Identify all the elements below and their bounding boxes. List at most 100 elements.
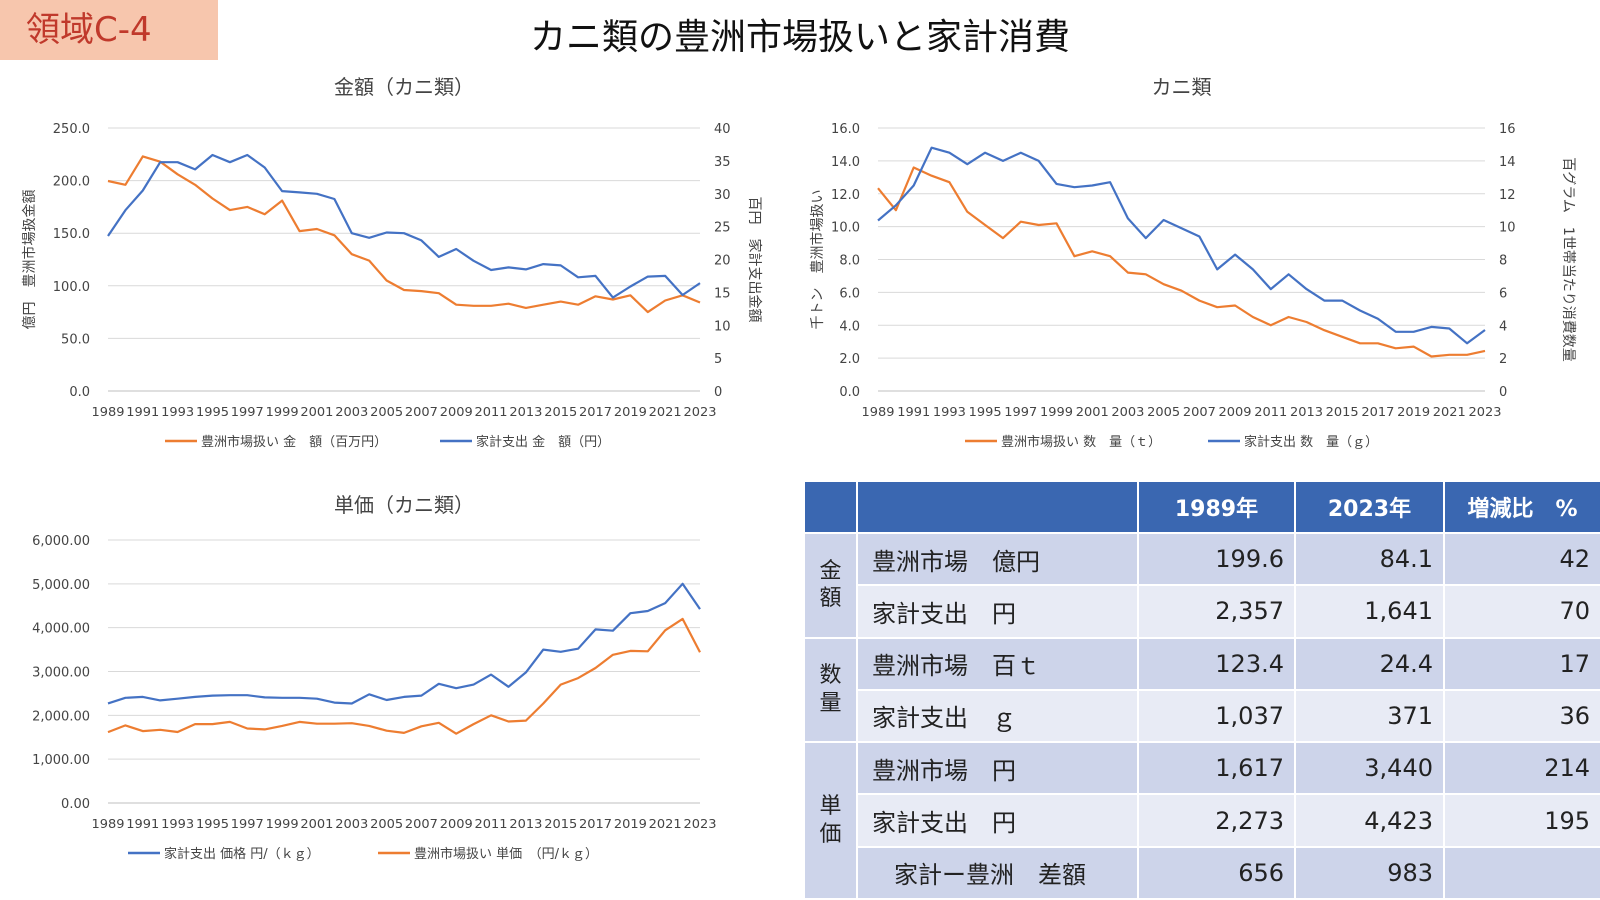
legend-label: 豊洲市場扱い 数 量（ｔ） xyxy=(1001,434,1161,450)
cell-1989: 656 xyxy=(1137,845,1296,900)
x-tick-label: 2005 xyxy=(370,816,403,831)
y-tick-label: 0.0 xyxy=(839,385,860,400)
x-tick-label: 2023 xyxy=(684,404,717,419)
y-tick-label: 14.0 xyxy=(831,155,860,170)
y-tick-label: 5,000.00 xyxy=(32,578,90,593)
table-row: 家計支出 ｇ 1,037 371 36 xyxy=(804,688,1600,744)
chart-quantity: カニ類 0.0 2.0 4.0 6.0 8.0 10.0 12.0 14.0 16.0 0 2 4 6 8 1… xyxy=(809,75,1576,450)
x-tick-label: 2023 xyxy=(684,816,717,831)
row-label: 家計支出 円 xyxy=(856,584,1139,639)
x-tick-label: 1991 xyxy=(126,404,159,419)
cell-1989: 1,037 xyxy=(1137,688,1296,744)
cell-1989: 2,273 xyxy=(1137,793,1296,848)
cell-ratio xyxy=(1443,845,1600,900)
y-tick-label: 200.0 xyxy=(53,175,90,190)
cell-2023: 371 xyxy=(1294,688,1445,744)
row-label: 豊洲市場 円 xyxy=(856,741,1139,796)
y-tick-label: 6.0 xyxy=(839,286,860,301)
x-tick-label: 2015 xyxy=(544,816,577,831)
y2-tick-label: 6 xyxy=(1499,286,1507,301)
cell-2023: 983 xyxy=(1294,845,1445,900)
x-tick-label: 1989 xyxy=(92,816,125,831)
chart-title: 単価（カニ類） xyxy=(334,493,474,517)
series-line xyxy=(107,153,701,299)
y-tick-label: 3,000.00 xyxy=(32,666,90,681)
series-line xyxy=(107,155,701,314)
x-tick-label: 2007 xyxy=(405,404,438,419)
x-tick-label: 2009 xyxy=(1219,404,1252,419)
table-row: 単価 豊洲市場 円 1,617 3,440 214 xyxy=(803,741,1600,900)
y2-tick-label: 8 xyxy=(1499,254,1507,269)
y-tick-label: 100.0 xyxy=(53,280,90,295)
group-label: 単価 xyxy=(803,741,858,900)
y2-tick-label: 20 xyxy=(714,254,731,269)
table-row: 数量 豊洲市場 百ｔ 123.4 24.4 17 xyxy=(803,636,1600,744)
cell-1989: 2,357 xyxy=(1137,584,1296,639)
x-tick-label: 2001 xyxy=(1076,404,1109,419)
x-tick-label: 1995 xyxy=(969,404,1002,419)
y-tick-label: 1,000.00 xyxy=(32,753,90,768)
legend-label: 豊洲市場扱い 金 額（百万円） xyxy=(201,434,387,450)
x-tick-label: 2011 xyxy=(475,816,508,831)
x-tick-label: 2017 xyxy=(1361,404,1394,419)
group-label: 数量 xyxy=(803,636,858,744)
cell-ratio: 36 xyxy=(1443,688,1600,744)
x-tick-label: 1993 xyxy=(161,816,194,831)
table-header-cell: 2023年 xyxy=(1294,480,1445,534)
chart-title: 金額（カニ類） xyxy=(334,75,474,99)
row-label: 豊洲市場 億円 xyxy=(856,531,1139,587)
x-tick-label: 1997 xyxy=(231,816,264,831)
x-tick-label: 2017 xyxy=(579,816,612,831)
y-tick-label: 150.0 xyxy=(53,227,90,242)
y-tick-label: 0.00 xyxy=(61,797,90,812)
row-label: 家計支出 円 xyxy=(856,793,1139,848)
cell-2023: 3,440 xyxy=(1294,741,1445,796)
cell-2023: 24.4 xyxy=(1294,636,1445,691)
y-tick-label: 50.0 xyxy=(61,332,90,347)
x-tick-label: 2011 xyxy=(1254,404,1287,419)
series-line xyxy=(107,617,701,735)
x-tick-label: 2001 xyxy=(300,404,333,419)
legend-label: 家計支出 数 量（ｇ） xyxy=(1244,434,1378,450)
y2-tick-label: 25 xyxy=(714,221,731,236)
y2-tick-label: 2 xyxy=(1499,352,1507,367)
x-tick-label: 2003 xyxy=(335,404,368,419)
table-row: 家計支出 円 2,357 1,641 70 xyxy=(804,584,1600,639)
x-tick-label: 2021 xyxy=(1433,404,1466,419)
x-tick-label: 1993 xyxy=(933,404,966,419)
x-tick-label: 1997 xyxy=(231,404,264,419)
table-row-diff: 家計ー豊洲 差額 656 983 xyxy=(804,845,1600,900)
table-header-row: 1989年 2023年 増減比 % xyxy=(803,480,1600,534)
table-row: 金額 豊洲市場 億円 199.6 84.1 42 xyxy=(803,531,1600,639)
y-tick-label: 250.0 xyxy=(53,122,90,137)
x-tick-label: 2003 xyxy=(1111,404,1144,419)
page-title: カニ類の豊洲市場扱いと家計消費 xyxy=(529,17,1070,58)
table-row: 家計支出 円 2,273 4,423 195 xyxy=(804,793,1600,848)
x-tick-label: 2015 xyxy=(1326,404,1359,419)
y2-tick-label: 35 xyxy=(714,155,731,170)
y-tick-label: 16.0 xyxy=(831,122,860,137)
x-tick-label: 2015 xyxy=(544,404,577,419)
y-tick-label: 0.0 xyxy=(69,385,90,400)
cell-2023: 84.1 xyxy=(1294,531,1445,587)
chart-unit-price: 単価（カニ類） 0.00 1,000.00 2,000.00 3,000.00 4,000… xyxy=(32,493,717,862)
y2-axis-title: 百円 家計支出金額 xyxy=(746,197,763,323)
x-tick-label: 2011 xyxy=(475,404,508,419)
y-axis-title: 億円 豊洲市場扱金額 xyxy=(21,190,38,330)
x-tick-label: 1993 xyxy=(161,404,194,419)
x-tick-label: 2021 xyxy=(649,404,682,419)
y2-tick-label: 10 xyxy=(714,319,731,334)
y2-tick-label: 15 xyxy=(714,286,731,301)
y-tick-label: 2.0 xyxy=(839,352,860,367)
legend-label: 家計支出 金 額（円） xyxy=(476,434,610,450)
table-header-cell xyxy=(803,480,858,534)
y2-tick-label: 0 xyxy=(1499,385,1507,400)
y2-tick-label: 5 xyxy=(714,352,722,367)
cell-1989: 123.4 xyxy=(1137,636,1296,691)
x-tick-label: 2003 xyxy=(335,816,368,831)
series-line xyxy=(877,166,1486,358)
x-tick-label: 2017 xyxy=(579,404,612,419)
x-tick-label: 1989 xyxy=(862,404,895,419)
x-tick-label: 2009 xyxy=(440,404,473,419)
x-tick-label: 1995 xyxy=(196,404,229,419)
